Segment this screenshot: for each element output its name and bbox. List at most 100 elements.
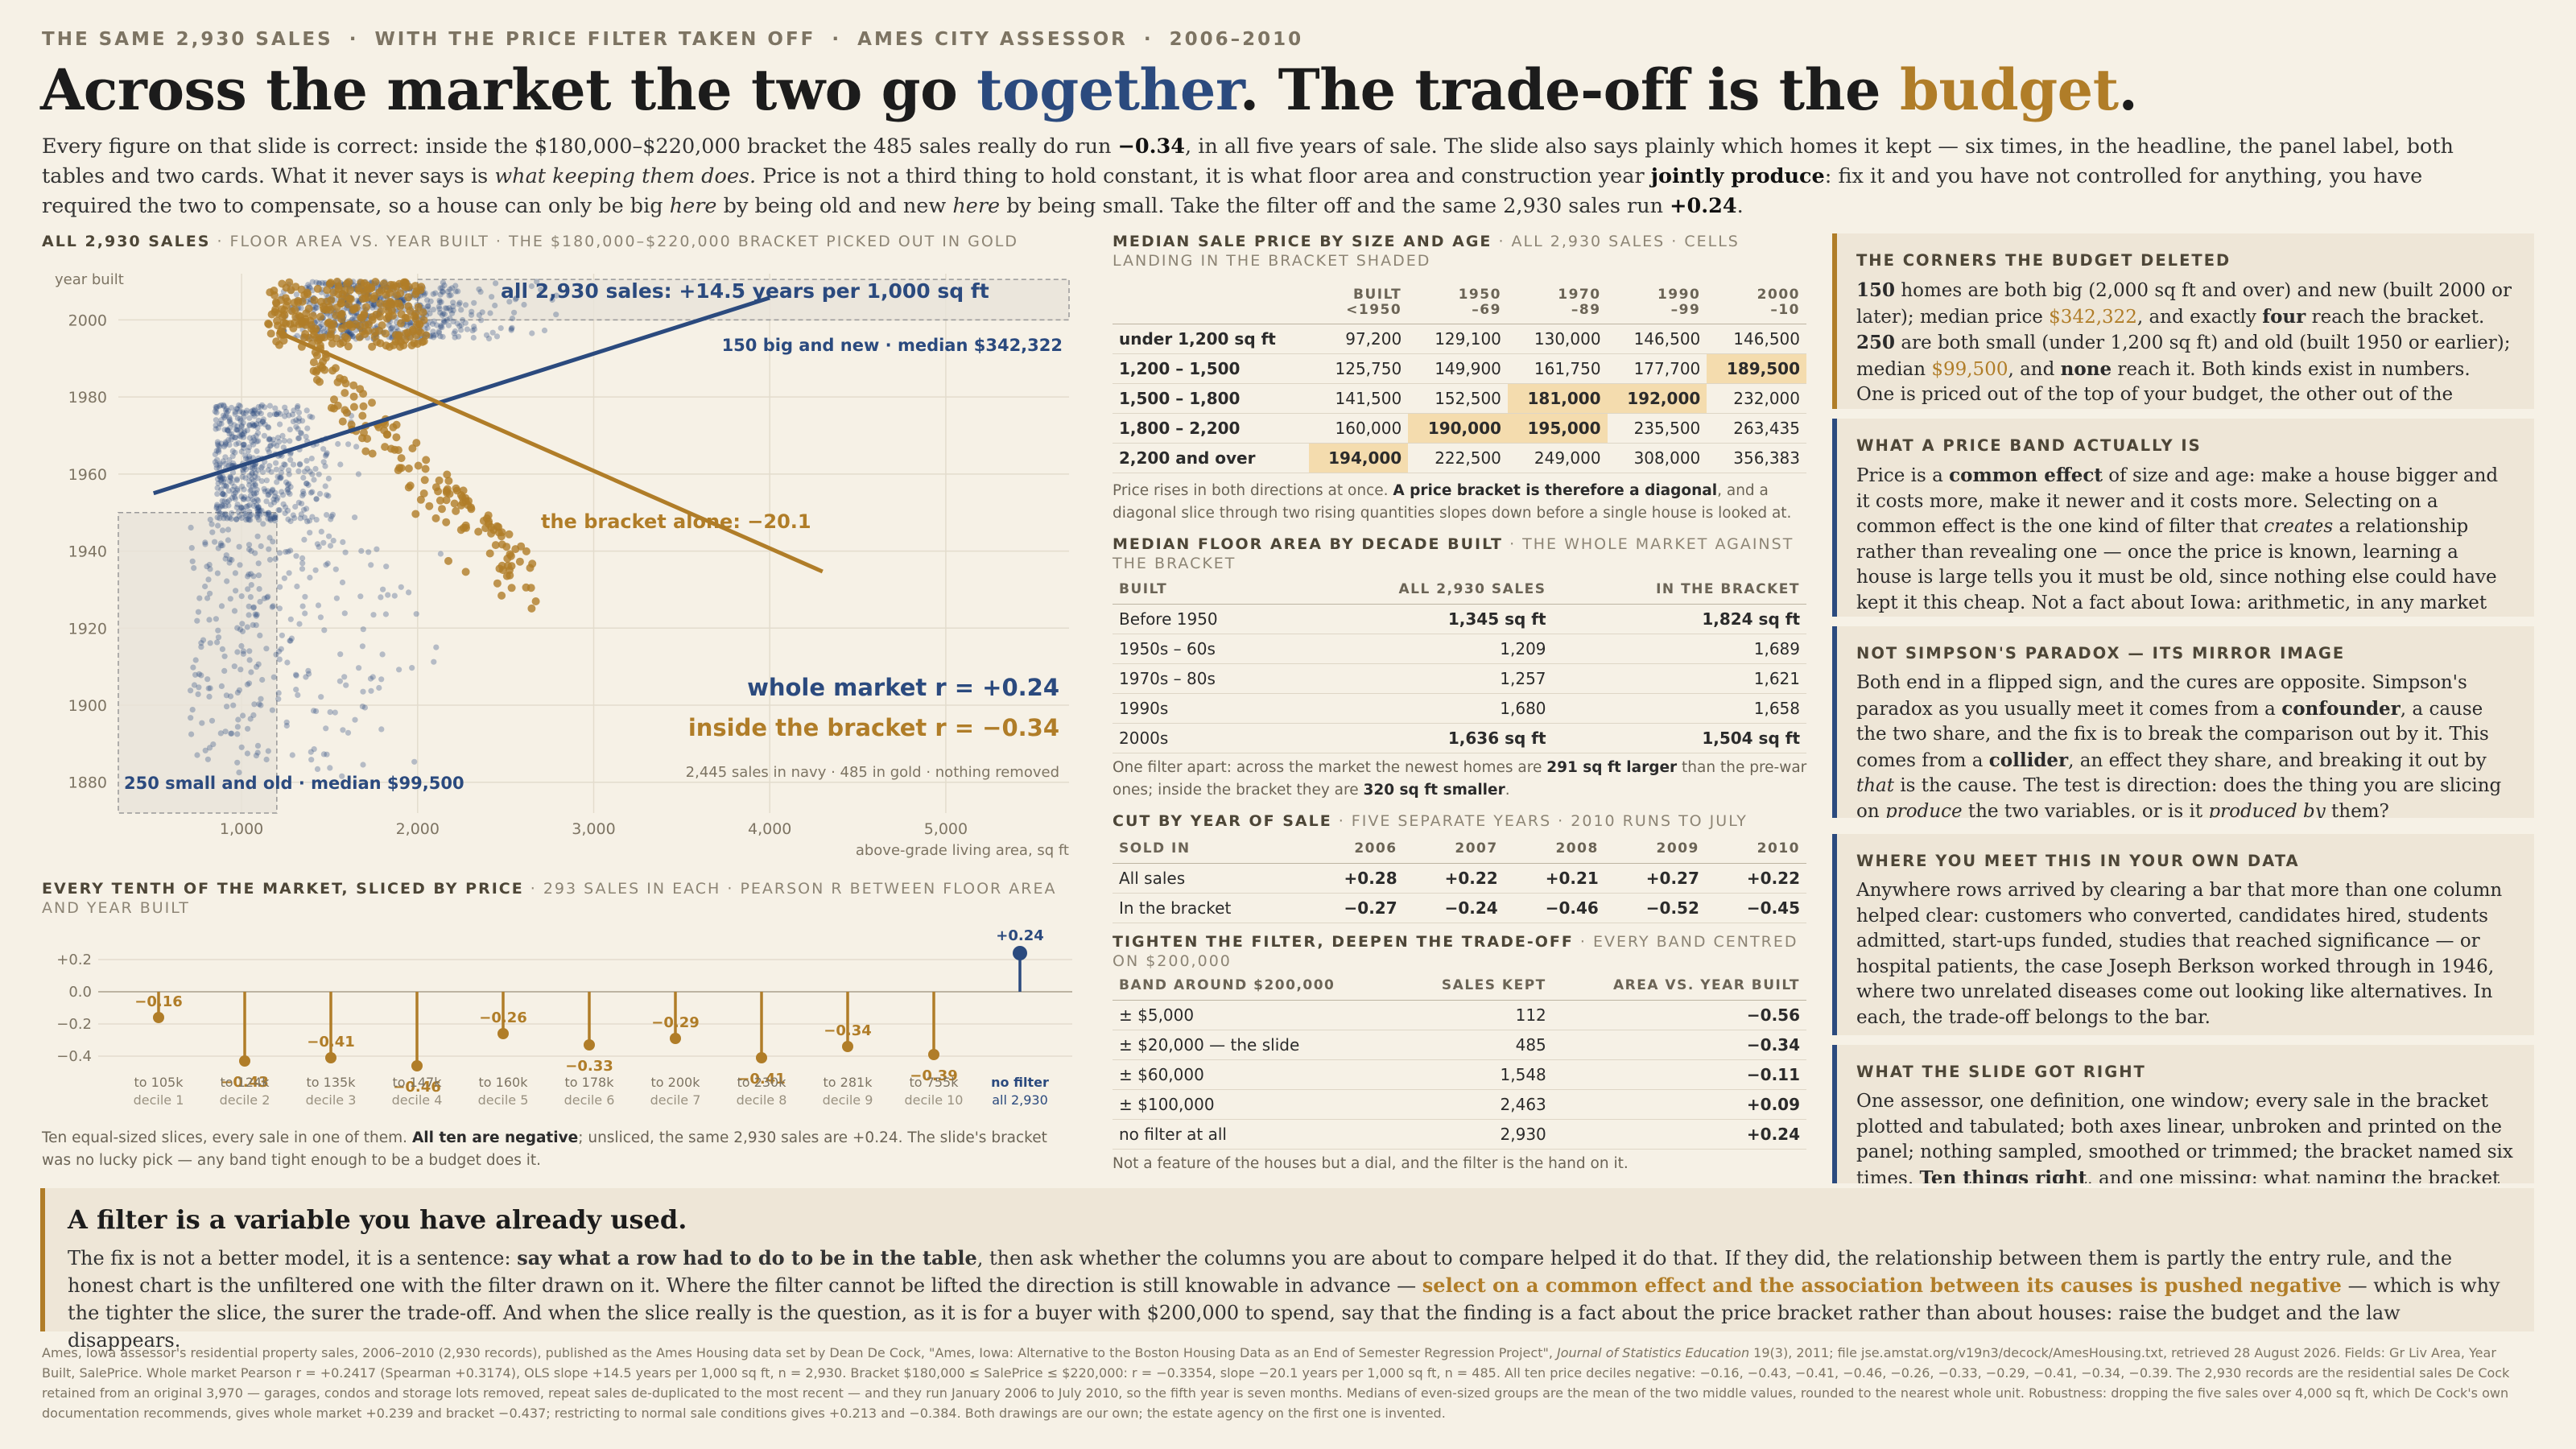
kicker-part: WITH THE PRICE FILTER TAKEN OFF (374, 29, 816, 50)
y-tick-label: 1900 (68, 697, 107, 715)
scatter-point-navy (436, 303, 442, 310)
scatter-point-gold (340, 375, 349, 384)
scatter-point-navy (254, 512, 261, 518)
scatter-point-navy (189, 707, 196, 713)
scatter-point-gold (382, 302, 391, 311)
scatter-point-navy (309, 414, 316, 420)
scatter-point-navy (320, 328, 328, 335)
scatter-point-gold (502, 572, 511, 580)
decile-value-label: +0.24 (996, 927, 1044, 944)
table-row: 2000s 1,636 sq ft 1,504 sq ft (1113, 723, 1806, 753)
card-where: WHERE YOU MEET THIS IN YOUR OWN DATA Any… (1832, 834, 2534, 1035)
scatter-point-navy (293, 671, 299, 678)
scatter-point-navy (222, 555, 229, 562)
scatter-point-navy (306, 671, 312, 677)
scatter-point-navy (277, 421, 283, 427)
scatter-point-navy (460, 316, 466, 324)
scatter-point-gold (368, 449, 377, 458)
scatter-point-navy (188, 731, 195, 737)
scatter-point-navy (276, 439, 283, 445)
conclusion-text: The fix is not a better model, it is a s… (68, 1245, 2512, 1354)
scatter-point-navy (489, 294, 495, 300)
scatter-point-navy (221, 482, 228, 489)
scatter-point-navy (255, 661, 262, 667)
scatter-point-navy (291, 407, 297, 414)
scatter-point-gold (515, 557, 524, 566)
scatter-point-navy (237, 433, 244, 440)
scatter-point-navy (238, 642, 245, 650)
scatter-point-navy (259, 676, 266, 683)
scatter-point-navy (431, 658, 437, 665)
scatter-point-navy (188, 715, 194, 721)
scatter-point-navy (238, 431, 245, 438)
scatter-point-navy (263, 756, 270, 763)
scatter-point-navy (214, 441, 221, 448)
scatter-point-navy (365, 549, 372, 555)
scatter-point-gold (381, 443, 390, 452)
row-label: ± $100,000 (1113, 1089, 1404, 1120)
scatter-point-navy (213, 616, 219, 622)
scatter-point-gold (497, 561, 506, 570)
scatter-point-gold (491, 541, 500, 550)
x-tick-label: 4,000 (748, 820, 791, 838)
scatter-point-gold (425, 502, 434, 510)
scatter-point-navy (447, 286, 453, 292)
scatter-point-navy (306, 518, 312, 524)
table-row: 1,800 – 2,200 160,000 190,000 195,000 23… (1113, 413, 1806, 444)
col-head-line: –99 (1670, 301, 1701, 318)
scatter-point-navy (251, 413, 258, 419)
scatter-point-navy (314, 766, 321, 773)
scatter-point-navy (307, 413, 313, 419)
scatter-point-navy (279, 489, 285, 495)
card-span: One assessor, one definition, one window… (1856, 1091, 2513, 1183)
cell-in-bracket: 190,000 (1408, 413, 1508, 444)
scatter-point-navy (265, 515, 271, 522)
scatter-point-navy (529, 330, 535, 336)
scatter-point-navy (231, 483, 237, 490)
scatter-point-navy (371, 302, 378, 308)
scatter-point-navy (266, 556, 274, 563)
scatter-point-navy (440, 333, 446, 340)
scatter-point-navy (471, 324, 477, 330)
scatter-point-navy (324, 560, 331, 567)
deciles-title-rest: · 293 SALES IN EACH · PEARSON R BETWEEN … (42, 880, 1057, 917)
scatter-point-gold (414, 461, 423, 470)
card-bold: Ten things right (1919, 1166, 2087, 1184)
scatter-point-navy (511, 309, 518, 316)
corner-box-big-new (417, 279, 1070, 321)
scatter-point-navy (254, 533, 261, 539)
scatter-point-navy (464, 326, 471, 332)
scatter-point-navy (251, 407, 258, 414)
scatter-point-navy (302, 593, 308, 600)
scatter-point-navy (250, 464, 256, 471)
scatter-point-navy (234, 487, 241, 493)
conclusion-span: The fix is not a better model, it is a s… (68, 1247, 518, 1269)
conclusion-title: A filter is a variable you have already … (68, 1204, 687, 1235)
lede-text: Every figure on that slide is correct: i… (42, 134, 1118, 159)
scatter-point-navy (371, 302, 378, 308)
scatter-point-navy (228, 431, 235, 437)
headline-text: . (2118, 56, 2138, 123)
card-span: them? (2325, 800, 2389, 819)
conclusion-gold: select on a common effect and the associ… (1422, 1274, 2342, 1297)
y-tick-label: 1980 (68, 389, 107, 407)
scatter-point-navy (229, 453, 236, 460)
deciles-title-bold: EVERY TENTH OF THE MARKET, SLICED BY PRI… (42, 880, 524, 898)
scatter-point-navy (378, 726, 385, 733)
scatter-point-navy (188, 524, 194, 530)
scatter-point-navy (226, 556, 233, 563)
scatter-point-navy (293, 687, 299, 693)
scatter-point-navy (267, 517, 274, 523)
scatter-point-navy (317, 614, 324, 621)
scatter-title-bold: ALL 2,930 SALES (42, 233, 211, 250)
scatter-point-navy (246, 513, 253, 519)
cell: 1,689 (1552, 634, 1806, 664)
deciles-y-tick: −0.2 (56, 1016, 92, 1033)
scatter-point-navy (202, 539, 208, 546)
scatter-point-gold (461, 521, 470, 530)
scatter-point-navy (258, 464, 265, 471)
scatter-point-gold (392, 420, 401, 429)
scatter-point-gold (346, 286, 355, 295)
card-title: WHAT THE SLIDE GOT RIGHT (1856, 1063, 2146, 1081)
decile-dot (239, 1055, 250, 1067)
